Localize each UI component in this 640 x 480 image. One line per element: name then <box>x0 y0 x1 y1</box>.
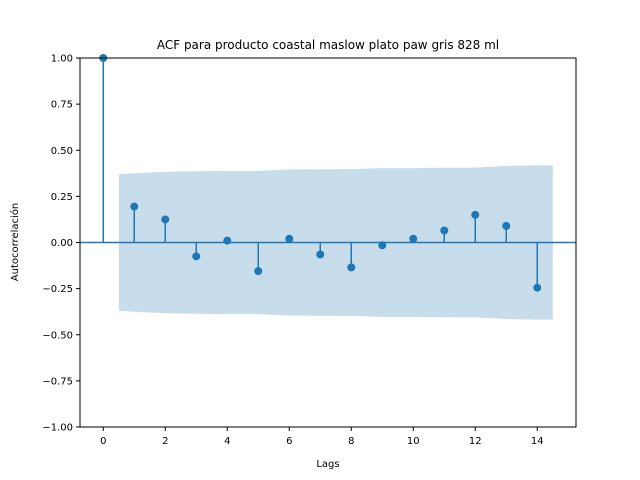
y-tick-label-3: −0.25 <box>42 284 73 295</box>
stem-marker-lag-7 <box>316 250 325 259</box>
y-tick-label-6: 0.50 <box>51 146 73 157</box>
stem-marker-lag-9 <box>378 241 387 250</box>
stem-marker-lag-4 <box>223 236 232 245</box>
x-tick-label-14: 14 <box>531 436 544 447</box>
x-tick-label-0: 0 <box>100 436 106 447</box>
stem-marker-lag-3 <box>192 252 201 261</box>
tick-layer: 0 2 4 6 8 10 12 14 −1.00 −0.75 −0.50 −0.25 0.00 0.25 0… <box>42 54 543 448</box>
y-tick-label-0: −1.00 <box>42 423 73 434</box>
y-tick-label-4: 0.00 <box>51 238 73 249</box>
stem-marker-lag-14 <box>533 283 542 292</box>
stem-marker-lag-12 <box>471 210 480 219</box>
stem-marker-lag-5 <box>254 267 263 276</box>
stem-marker-lag-11 <box>440 226 449 235</box>
x-tick-label-2: 2 <box>162 436 168 447</box>
y-axis-label: Autocorrelación <box>9 203 21 281</box>
stem-layer <box>80 54 576 292</box>
stem-marker-lag-8 <box>347 263 356 272</box>
chart-title: ACF para producto coastal maslow plato p… <box>157 38 499 52</box>
x-tick-label-10: 10 <box>407 436 420 447</box>
stem-marker-lag-2 <box>161 215 170 224</box>
x-tick-label-8: 8 <box>348 436 354 447</box>
y-tick-label-5: 0.25 <box>51 192 73 203</box>
y-tick-label-2: −0.50 <box>42 330 73 341</box>
y-tick-label-7: 0.75 <box>51 100 73 111</box>
x-tick-label-4: 4 <box>224 436 230 447</box>
stem-marker-lag-13 <box>502 221 511 230</box>
stem-marker-lag-1 <box>130 202 139 211</box>
x-axis-label: Lags <box>316 459 339 470</box>
stem-marker-lag-6 <box>285 234 294 243</box>
y-tick-label-1: −0.75 <box>42 376 73 387</box>
x-tick-label-6: 6 <box>286 436 292 447</box>
y-tick-label-8: 1.00 <box>51 54 73 65</box>
x-tick-label-12: 12 <box>469 436 482 447</box>
stem-marker-lag-10 <box>409 234 418 243</box>
